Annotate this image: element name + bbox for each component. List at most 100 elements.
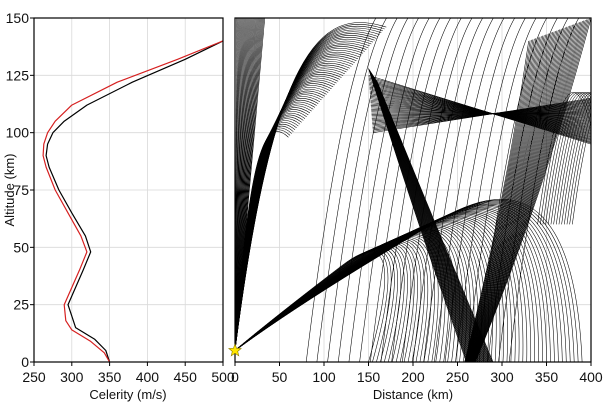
ray-path: [235, 241, 418, 362]
ray-path: [235, 22, 387, 351]
celerity-x-tick-label: 500: [211, 369, 235, 385]
ray-path: [468, 32, 554, 362]
ray-path: [542, 92, 591, 225]
ray-path: [467, 33, 551, 362]
celerity-x-tick-label: 350: [98, 369, 122, 385]
ray-path: [469, 29, 561, 362]
ray-path: [235, 244, 408, 362]
ray-path: [473, 22, 580, 362]
celerity-x-tick-label: 450: [174, 369, 198, 385]
ray-path: [572, 121, 591, 225]
celerity-x-tick-label: 400: [136, 369, 160, 385]
celerity-x-tick-label: 250: [22, 369, 46, 385]
ray-path: [444, 18, 552, 362]
ray-path: [561, 96, 591, 225]
ray-path: [467, 33, 549, 362]
ray-path: [235, 199, 583, 362]
ray-path: [465, 38, 535, 362]
ray-path: [566, 105, 591, 225]
ray-path: [305, 18, 413, 362]
ray-paths-group: [235, 18, 591, 362]
ray-path: [466, 35, 544, 362]
distance-x-tick-label: 0: [231, 369, 239, 385]
celerity-profile-line-1: [45, 40, 223, 362]
ray-path: [470, 28, 563, 362]
altitude-tick-label: 0: [21, 354, 29, 370]
ray-path: [235, 251, 385, 362]
celerity-series-group: [42, 40, 223, 362]
distance-x-tick-label: 50: [272, 369, 288, 385]
ray-path: [470, 27, 565, 362]
ray-path: [468, 31, 555, 362]
source-star-marker: [228, 343, 242, 357]
ray-path: [545, 92, 591, 225]
ray-path: [235, 245, 405, 362]
ray-path: [235, 230, 460, 362]
distance-x-tick-label: 100: [312, 369, 336, 385]
ray-path: [235, 238, 429, 362]
ray-path: [235, 237, 432, 362]
ray-path: [464, 39, 532, 362]
ray-path: [472, 23, 578, 362]
ray-path: [359, 18, 467, 362]
ray-path: [508, 18, 580, 362]
distance-x-tick-label: 300: [490, 369, 514, 385]
ray-path: [235, 231, 457, 362]
ray-path: [475, 18, 591, 362]
ray-path: [466, 37, 539, 362]
ray-path: [327, 18, 435, 362]
ray-path: [472, 22, 579, 362]
ray-path: [548, 92, 591, 225]
ray-path: [472, 24, 575, 362]
ray-path: [539, 92, 591, 225]
celerity-x-tick-label: 300: [60, 369, 84, 385]
celerity-panel: 250 300 350 400 450 500 0 25 50 75 100 125 150 Cele…: [2, 10, 235, 402]
distance-x-tick-labels: 0 50 100 150 200 250 300 350 400: [231, 362, 603, 385]
ray-path: [370, 18, 478, 362]
distance-x-tick-label: 200: [401, 369, 425, 385]
distance-x-tick-label: 250: [446, 369, 470, 385]
distance-x-tick-label: 150: [357, 369, 381, 385]
distance-x-axis-label: Distance (km): [373, 387, 453, 402]
celerity-gridlines: [33, 17, 224, 363]
ray-path: [472, 23, 576, 362]
ray-path: [391, 18, 499, 362]
ray-path: [474, 19, 588, 362]
celerity-x-axis-label: Celerity (m/s): [89, 387, 166, 402]
ray-path: [402, 18, 510, 362]
ray-path: [465, 39, 534, 362]
ray-path: [471, 25, 572, 362]
ray-path: [470, 26, 568, 362]
ray-path: [468, 32, 552, 362]
ray-path: [465, 38, 537, 362]
ray-path: [235, 232, 453, 362]
ray-path: [348, 18, 456, 362]
altitude-tick-label: 125: [6, 67, 30, 83]
ray-path: [235, 248, 395, 362]
altitude-tick-label: 75: [13, 182, 29, 198]
ray-trace-panel: 0 50 100 150 200 250 300 350 400 Distance (km): [228, 17, 603, 402]
ray-path: [434, 18, 542, 362]
ray-path: [471, 26, 569, 362]
ray-path: [473, 21, 583, 362]
ray-path: [468, 30, 556, 362]
ray-path: [474, 18, 589, 362]
ray-path: [466, 36, 541, 362]
ray-path: [467, 34, 548, 362]
altitude-tick-label: 100: [6, 125, 30, 141]
ray-path: [471, 25, 571, 362]
altitude-tick-labels: 0 25 50 75 100 125 150: [6, 10, 34, 370]
ray-path: [469, 28, 562, 362]
ray-path: [464, 40, 531, 362]
ray-path: [470, 27, 566, 362]
ray-path: [564, 100, 591, 225]
distance-x-tick-label: 350: [535, 369, 559, 385]
ray-path: [467, 35, 545, 362]
ray-path: [473, 20, 585, 362]
ray-path: [537, 92, 591, 225]
ray-path: [558, 93, 591, 225]
ray-path: [372, 97, 591, 133]
ray-path: [466, 36, 542, 362]
ray-path: [235, 250, 389, 362]
